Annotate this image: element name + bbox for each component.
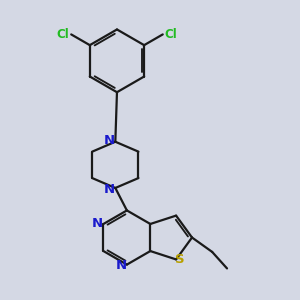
Text: S: S bbox=[175, 253, 185, 266]
Text: Cl: Cl bbox=[57, 28, 70, 41]
Text: N: N bbox=[104, 134, 115, 147]
Text: N: N bbox=[104, 183, 115, 196]
Text: N: N bbox=[116, 259, 127, 272]
Text: Cl: Cl bbox=[164, 28, 177, 41]
Text: N: N bbox=[92, 217, 103, 230]
